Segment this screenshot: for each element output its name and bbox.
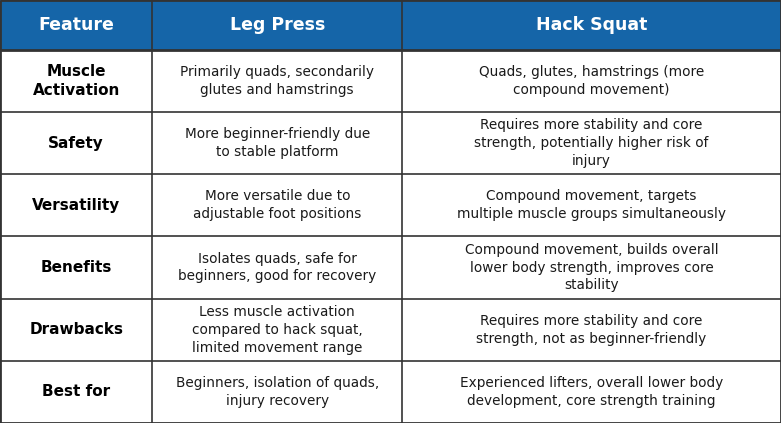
- Bar: [402, 0, 781, 50]
- Text: Hack Squat: Hack Squat: [536, 16, 647, 34]
- Bar: [152, 50, 402, 112]
- Bar: [402, 112, 781, 174]
- Text: More versatile due to
adjustable foot positions: More versatile due to adjustable foot po…: [193, 190, 362, 221]
- Text: Feature: Feature: [38, 16, 114, 34]
- Text: Primarily quads, secondarily
glutes and hamstrings: Primarily quads, secondarily glutes and …: [180, 65, 374, 97]
- Text: Versatility: Versatility: [32, 198, 120, 213]
- Text: Requires more stability and core
strength, potentially higher risk of
injury: Requires more stability and core strengt…: [474, 118, 709, 168]
- Bar: [0, 174, 152, 236]
- Bar: [0, 50, 152, 112]
- Bar: [0, 112, 152, 174]
- Bar: [402, 299, 781, 361]
- Text: Beginners, isolation of quads,
injury recovery: Beginners, isolation of quads, injury re…: [176, 376, 379, 408]
- Bar: [0, 361, 152, 423]
- Text: Leg Press: Leg Press: [230, 16, 325, 34]
- Bar: [0, 0, 152, 50]
- Text: Muscle
Activation: Muscle Activation: [33, 64, 119, 98]
- Text: Less muscle activation
compared to hack squat,
limited movement range: Less muscle activation compared to hack …: [192, 305, 362, 354]
- Text: Benefits: Benefits: [41, 260, 112, 275]
- Text: More beginner-friendly due
to stable platform: More beginner-friendly due to stable pla…: [184, 127, 370, 159]
- Text: Compound movement, builds overall
lower body strength, improves core
stability: Compound movement, builds overall lower …: [465, 243, 719, 292]
- Bar: [402, 361, 781, 423]
- Bar: [152, 299, 402, 361]
- Text: Safety: Safety: [48, 136, 104, 151]
- Bar: [152, 361, 402, 423]
- Text: Requires more stability and core
strength, not as beginner-friendly: Requires more stability and core strengt…: [476, 314, 707, 346]
- Bar: [402, 50, 781, 112]
- Bar: [152, 236, 402, 299]
- Text: Best for: Best for: [42, 385, 110, 399]
- Bar: [402, 174, 781, 236]
- Bar: [0, 299, 152, 361]
- Text: Drawbacks: Drawbacks: [29, 322, 123, 337]
- Bar: [0, 236, 152, 299]
- Bar: [402, 236, 781, 299]
- Text: Isolates quads, safe for
beginners, good for recovery: Isolates quads, safe for beginners, good…: [178, 252, 376, 283]
- Bar: [152, 174, 402, 236]
- Bar: [152, 0, 402, 50]
- Bar: [152, 112, 402, 174]
- Text: Quads, glutes, hamstrings (more
compound movement): Quads, glutes, hamstrings (more compound…: [479, 65, 704, 97]
- Text: Experienced lifters, overall lower body
development, core strength training: Experienced lifters, overall lower body …: [460, 376, 723, 408]
- Text: Compound movement, targets
multiple muscle groups simultaneously: Compound movement, targets multiple musc…: [457, 190, 726, 221]
